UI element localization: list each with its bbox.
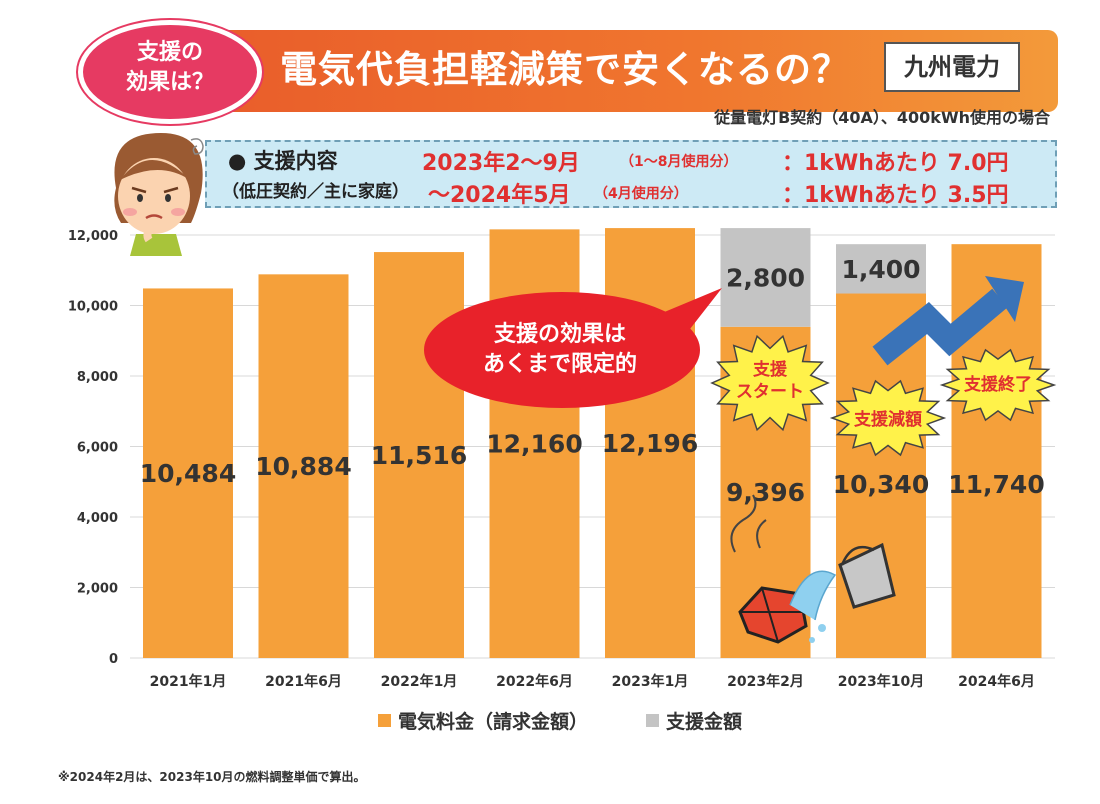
bill-value-label: 9,396 — [726, 478, 805, 507]
contract-note: 従量電灯B契約（40A）、400kWh使用の場合 — [714, 108, 1050, 127]
y-tick-label: 8,000 — [77, 370, 118, 385]
legend-bill-label: 電気料金（請求金額） — [398, 711, 589, 733]
support-value-label: 2,800 — [726, 263, 805, 292]
burst-support-end: 支援終了 — [939, 348, 1057, 422]
y-tick-label: 12,000 — [68, 229, 118, 244]
legend-bill-swatch — [378, 714, 391, 727]
support-value-label: 1,400 — [841, 255, 920, 284]
badge-line-1: 支援の — [136, 40, 203, 65]
support-period-1: 2023年2～9月 — [422, 151, 580, 176]
y-tick-label: 2,000 — [77, 582, 118, 597]
legend-support-swatch — [646, 714, 659, 727]
support-info-box — [205, 140, 1057, 208]
x-tick-label: 2021年6月 — [265, 673, 342, 690]
bill-value-label: 10,340 — [833, 470, 929, 499]
y-tick-label: 10,000 — [68, 300, 118, 315]
worried-woman-icon — [114, 133, 204, 256]
x-tick-label: 2022年6月 — [496, 673, 573, 690]
badge-line-2: 効果は？ — [125, 70, 214, 95]
y-tick-label: 0 — [109, 652, 118, 667]
support-rate-1: ：1kWhあたり 7.0円 — [782, 151, 1009, 176]
question-badge — [78, 20, 262, 124]
coal-water-illustration — [730, 494, 896, 644]
bill-value-label: 11,516 — [371, 441, 467, 470]
burst-start-line-2: スタート — [736, 382, 804, 402]
burst-start-line-1: 支援 — [753, 359, 788, 380]
bar-support — [720, 228, 811, 327]
bill-value-label: 10,884 — [255, 452, 351, 481]
footnote: ※2024年2月は、2023年10月の燃料調整単価で算出。 — [58, 770, 366, 784]
support-info-heading: ● 支援内容 — [228, 149, 338, 173]
company-label: 九州電力 — [884, 42, 1020, 92]
x-tick-label: 2023年2月 — [727, 673, 804, 690]
burst-support-reduce: 支援減額 — [829, 379, 947, 457]
x-axis: 2021年1月 2021年6月 2022年1月 2022年6月 2023年1月 2023年… — [150, 673, 1035, 690]
support-period-2: ～2024年5月 — [428, 183, 571, 208]
support-period-2-note: （4月使用分） — [594, 186, 688, 202]
x-tick-label: 2024年6月 — [958, 673, 1035, 690]
bill-value-label: 11,740 — [948, 470, 1044, 499]
x-tick-label: 2023年10月 — [838, 673, 924, 690]
support-info-subheading: （低圧契約／主に家庭） — [222, 182, 409, 202]
bill-value-label: 10,484 — [140, 459, 236, 488]
bill-value-label: 12,196 — [602, 429, 698, 458]
bar-support — [836, 244, 926, 294]
bar-bill — [143, 288, 233, 658]
speech-bubble — [424, 288, 722, 408]
bubble-line-1: 支援の効果は — [493, 322, 626, 347]
y-tick-label: 6,000 — [77, 441, 118, 456]
burst-end-text: 支援終了 — [964, 374, 1032, 395]
bill-value-label: 12,160 — [486, 430, 582, 459]
x-tick-label: 2021年1月 — [150, 673, 227, 690]
page-title: 電気代負担軽減策で安くなるの？ — [280, 48, 850, 91]
legend-support-label: 支援金額 — [666, 711, 743, 733]
burst-reduce-text: 支援減額 — [854, 409, 922, 430]
bubble-text: 支援の効果は あくまで限定的 — [440, 320, 680, 380]
y-tick-label: 4,000 — [77, 511, 118, 526]
chart-value-labels: 10,484 10,884 11,516 12,160 12,196 2,800 9,396… — [140, 255, 1045, 507]
x-tick-label: 2022年1月 — [381, 673, 458, 690]
y-axis: 0 2,000 4,000 6,000 8,000 10,000 12,000 — [68, 229, 118, 667]
burst-support-start: 支援 スタート — [710, 334, 830, 432]
bubble-line-2: あくまで限定的 — [482, 352, 637, 377]
x-tick-label: 2023年1月 — [612, 673, 689, 690]
question-badge-text: 支援の 効果は？ — [78, 38, 262, 98]
support-period-1-note: （1～8月使用分） — [620, 154, 738, 170]
bar-bill — [258, 274, 349, 658]
support-rate-2: ：1kWhあたり 3.5円 — [782, 183, 1009, 208]
rising-arrow-icon — [872, 276, 1024, 366]
